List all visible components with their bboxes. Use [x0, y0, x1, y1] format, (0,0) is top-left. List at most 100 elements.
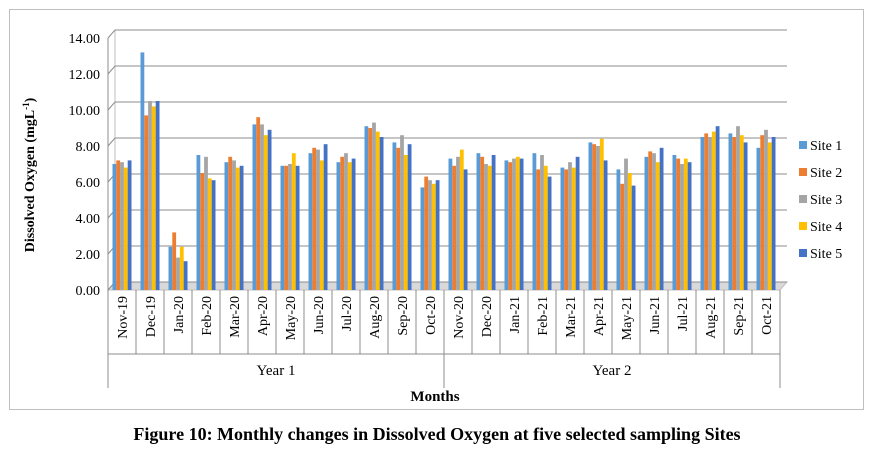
- bar-site-1-sep-20: [392, 142, 397, 290]
- x-tick-label: Jan-20: [172, 296, 187, 333]
- bar-site-5-oct-20: [435, 180, 440, 290]
- legend-label: Site 5: [810, 247, 842, 262]
- bar-site-5-apr-21: [603, 160, 608, 290]
- bar-site-2-apr-20: [256, 117, 261, 290]
- bar-site-5-mar-21: [575, 156, 580, 290]
- y-tick-label: 8.00: [76, 140, 101, 155]
- bar-site-4-jun-20: [319, 160, 324, 290]
- x-tick-label: Oct-21: [760, 296, 775, 335]
- bar-site-4-may-21: [627, 173, 632, 290]
- bar-site-4-jan-20: [179, 246, 184, 290]
- legend-swatch: [799, 168, 807, 176]
- bar-site-3-aug-21: [708, 137, 712, 290]
- bar-site-5-feb-20: [211, 180, 216, 290]
- bar-site-2-may-20: [284, 165, 289, 290]
- bar-site-2-jan-21: [508, 162, 513, 290]
- bar-site-1-oct-21: [756, 147, 761, 290]
- gridline: [107, 65, 787, 75]
- bar-site-5-jan-21: [519, 158, 524, 290]
- bar-site-1-oct-20: [420, 187, 425, 290]
- x-tick-label: Oct-20: [424, 296, 439, 335]
- y-tick-label: 14.00: [69, 32, 101, 47]
- bar-site-5-oct-21: [771, 137, 776, 290]
- bar-site-2-oct-20: [424, 176, 429, 290]
- bar-site-2-jun-20: [312, 147, 317, 290]
- bar-site-4-jun-21: [655, 162, 660, 290]
- bar-site-5-dec-20: [491, 155, 496, 290]
- bar-site-3-may-20: [288, 164, 292, 290]
- bar-site-3-jan-21: [512, 158, 516, 290]
- bar-site-5-jul-21: [687, 162, 692, 290]
- x-tick-label: Dec-20: [480, 296, 495, 337]
- bar-site-2-oct-21: [760, 135, 765, 290]
- bar-site-1-feb-20: [196, 155, 201, 290]
- x-tick-label: Jul-20: [340, 296, 355, 331]
- bar-site-2-apr-21: [592, 144, 597, 290]
- x-tick-label: Apr-20: [256, 296, 271, 336]
- bar-site-1-jan-20: [168, 246, 173, 290]
- bar-site-5-sep-21: [743, 142, 748, 290]
- gridline: [107, 101, 787, 111]
- bar-site-1-aug-20: [364, 126, 369, 290]
- bar-site-3-nov-20: [456, 156, 460, 290]
- bar-site-5-apr-20: [267, 129, 272, 290]
- bar-site-3-mar-21: [568, 162, 572, 290]
- bar-site-5-jul-20: [351, 158, 356, 290]
- x-tick-label: Jun-21: [648, 296, 663, 334]
- bar-site-2-aug-20: [368, 128, 373, 290]
- dissolved-oxygen-chart: 0.00 2.00 4.00 6.00 8.00 10.00 12.00 14.00 Nov-…: [21, 29, 842, 405]
- bar-site-4-nov-19: [123, 167, 128, 290]
- bar-site-1-aug-21: [700, 137, 705, 290]
- bar-site-4-mar-21: [571, 167, 576, 290]
- bar-site-1-dec-19: [140, 52, 145, 291]
- x-tick-label: May-21: [620, 296, 635, 340]
- bar-site-2-aug-21: [704, 133, 709, 290]
- x-axis-label: Months: [410, 389, 459, 405]
- bar-site-2-jun-21: [648, 151, 653, 290]
- bar-site-1-mar-20: [224, 162, 229, 290]
- y-axis-label-tail: ): [23, 97, 38, 102]
- bar-site-2-nov-19: [116, 160, 121, 290]
- bar-site-4-aug-20: [375, 131, 380, 290]
- bar-site-5-nov-19: [127, 160, 132, 290]
- x-tick-label: Jun-20: [312, 296, 327, 334]
- legend-swatch: [799, 249, 807, 257]
- bar-site-1-sep-21: [728, 133, 733, 290]
- bar-site-4-jul-20: [347, 162, 352, 290]
- bar-site-4-jan-21: [515, 156, 520, 290]
- x-tick-label: Jan-21: [508, 296, 523, 333]
- bar-site-1-may-20: [280, 165, 285, 290]
- bar-site-2-dec-20: [480, 156, 485, 290]
- bar-site-1-dec-20: [476, 153, 481, 290]
- bar-site-3-apr-20: [260, 124, 264, 291]
- y-axis-label-sup: -1: [21, 102, 31, 110]
- bar-site-5-mar-20: [239, 165, 244, 290]
- bar-site-5-jun-20: [323, 144, 328, 290]
- x-tick-label: Nov-19: [116, 296, 131, 339]
- bar-site-2-may-21: [620, 183, 625, 290]
- bar-site-4-dec-19: [151, 106, 156, 291]
- bar-site-3-nov-19: [120, 162, 124, 290]
- bar-site-2-jul-20: [340, 156, 345, 290]
- bar-site-3-sep-21: [736, 126, 740, 290]
- bar-site-1-jan-21: [504, 160, 509, 290]
- bar-site-4-jul-21: [683, 158, 688, 290]
- y-axis-label: Dissolved Oxygen (mgL-1): [21, 97, 38, 252]
- bar-site-3-oct-21: [764, 129, 768, 290]
- gridline: [107, 137, 787, 147]
- x-tick-label: Sep-21: [732, 296, 747, 336]
- group-label: Year 1: [257, 363, 296, 379]
- bar-site-4-oct-21: [767, 142, 772, 290]
- bar-site-1-jul-21: [672, 155, 677, 290]
- legend-label: Site 1: [810, 139, 842, 154]
- x-tick-label: Apr-21: [592, 296, 607, 336]
- bar-site-3-jul-21: [680, 164, 684, 290]
- bar-site-3-aug-20: [372, 122, 376, 290]
- bar-site-2-nov-20: [452, 165, 457, 290]
- bar-site-1-may-21: [616, 169, 621, 290]
- x-tick-label: May-20: [284, 296, 299, 340]
- x-tick-label: Mar-20: [228, 296, 243, 338]
- x-tick-label: Feb-21: [536, 296, 551, 336]
- bar-site-5-dec-19: [155, 101, 160, 290]
- legend-swatch: [799, 222, 807, 230]
